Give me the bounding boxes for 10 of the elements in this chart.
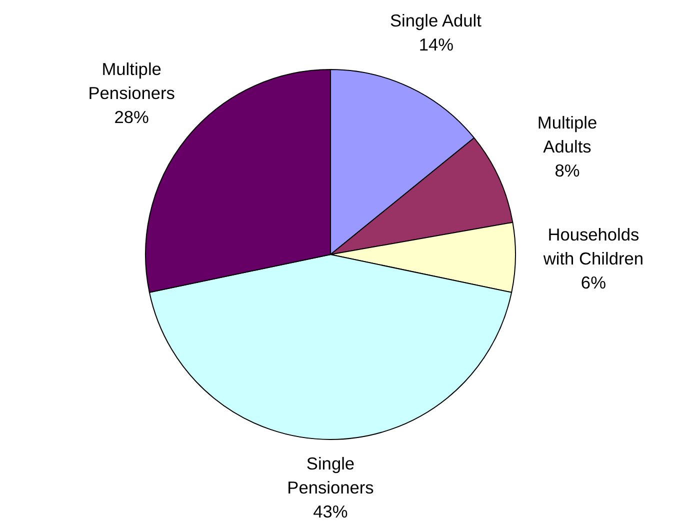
data-label: 14% xyxy=(418,34,454,54)
data-label: 8% xyxy=(554,160,580,180)
slice-label: Single Pensioners xyxy=(287,454,374,498)
slice-label: Multiple Adults xyxy=(537,112,598,156)
slice-label: Single Adult xyxy=(390,10,482,30)
data-label: 6% xyxy=(580,272,606,293)
slice-label: Multiple Pensioners xyxy=(88,58,176,103)
data-label: 43% xyxy=(313,502,348,522)
slice-label: Households with Children xyxy=(542,224,644,269)
data-label: 28% xyxy=(114,106,149,127)
